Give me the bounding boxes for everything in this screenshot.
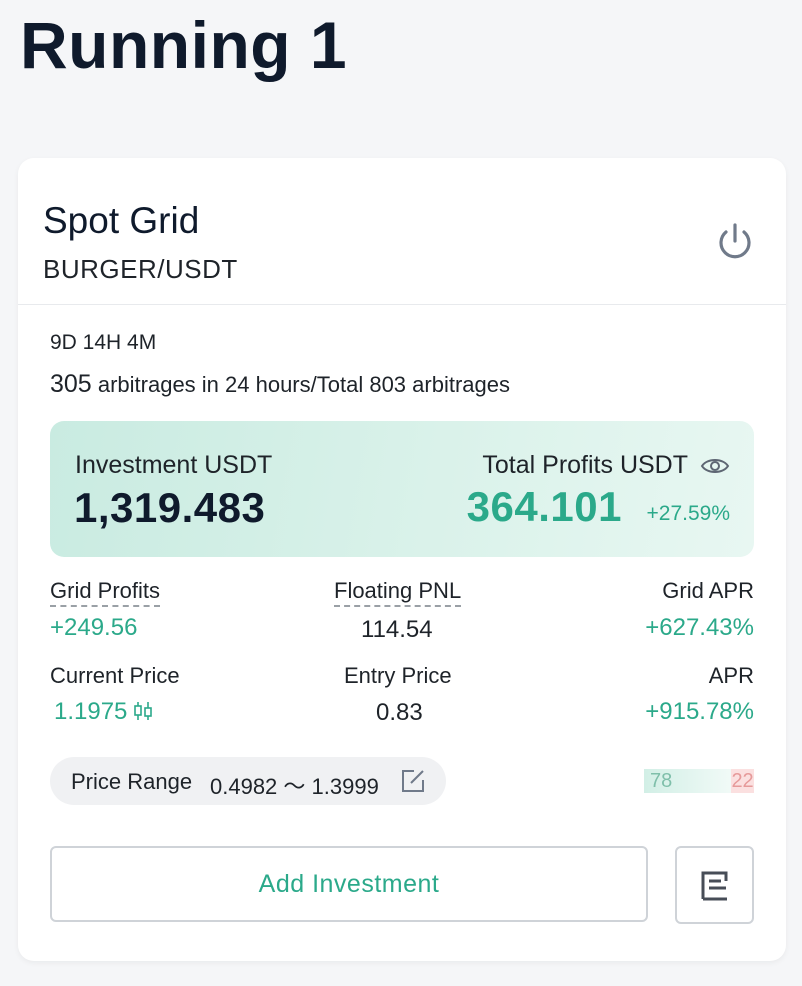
apr-value: +915.78% — [645, 698, 754, 725]
total-profits-value: 364.101 — [466, 483, 622, 530]
apr-label: APR — [708, 663, 754, 688]
entry-price-value: 0.83 — [376, 699, 423, 726]
investment-summary: Investment USDT 1,319.483 Total Profits … — [50, 421, 754, 557]
buy-orders-count: 78 — [644, 769, 732, 793]
current-price-value: 1.1975 — [54, 698, 128, 725]
entry-price-label: Entry Price — [344, 663, 452, 688]
document-icon — [701, 871, 728, 901]
power-icon — [719, 223, 751, 259]
investment-label: Investment USDT — [75, 451, 273, 479]
order-ratio-bar: 78 22 — [644, 769, 754, 793]
price-range-label: Price Range — [71, 769, 193, 794]
eye-icon[interactable] — [700, 455, 730, 477]
grid-apr-value: +627.43% — [645, 614, 754, 641]
current-price-label: Current Price — [50, 663, 180, 688]
card-header: Spot Grid BURGER/USDT — [18, 158, 786, 305]
run-time: 9D 14H 4M — [50, 331, 157, 354]
edit-icon[interactable] — [400, 768, 426, 794]
sell-orders-count: 22 — [731, 769, 754, 793]
arbitrage-summary: 305 arbitrages in 24 hours/Total 803 arb… — [50, 370, 510, 399]
total-profits-label: Total Profits USDT — [482, 451, 688, 479]
stop-strategy-button[interactable] — [713, 220, 757, 264]
floating-pnl-value: 114.54 — [361, 616, 433, 643]
arbitrage-count-24h: 305 — [50, 370, 92, 398]
candlestick-chart-icon[interactable] — [133, 700, 153, 722]
investment-value: 1,319.483 — [74, 484, 266, 531]
arbitrage-text: arbitrages in 24 hours/Total 803 arbitra… — [97, 372, 510, 397]
add-investment-button[interactable]: Add Investment — [50, 846, 648, 922]
current-price[interactable]: 1.1975 — [54, 698, 153, 726]
price-range-value: 0.4982 ～ 1.3999 — [210, 774, 379, 799]
details-button[interactable] — [675, 846, 754, 924]
grid-apr-label: Grid APR — [662, 578, 754, 603]
grid-profits-label[interactable]: Grid Profits — [50, 578, 161, 607]
price-range: Price Range 0.4982 ～ 1.3999 — [50, 757, 446, 805]
page-title: Running 1 — [20, 8, 348, 82]
total-profits-percent: +27.59% — [646, 502, 731, 525]
floating-pnl-label[interactable]: Floating PNL — [334, 578, 462, 607]
grid-profits-value: +249.56 — [50, 614, 138, 641]
trading-pair: BURGER/USDT — [43, 254, 238, 284]
grid-strategy-card[interactable]: Spot Grid BURGER/USDT 9D 14H 4M 305 arbi… — [18, 158, 786, 961]
strategy-name: Spot Grid — [43, 200, 200, 241]
